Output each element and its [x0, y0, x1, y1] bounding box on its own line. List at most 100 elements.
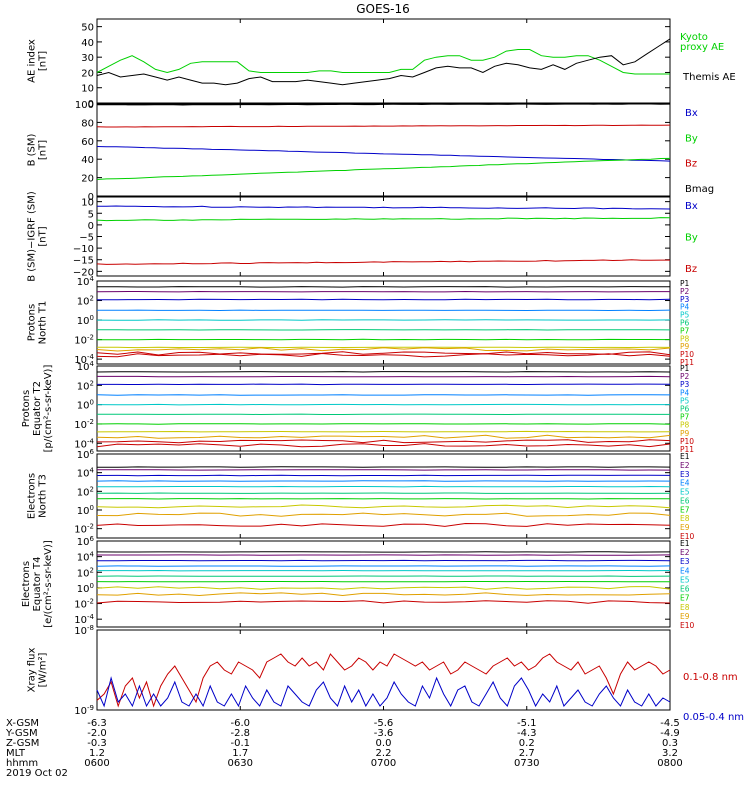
channel-line-e10 [96, 522, 671, 527]
y-tick-label: 10-2 [74, 334, 94, 347]
panel-protons_n: 104 102 100 10-2 10-4 Protons North T1 P1P2P3P4… [27, 275, 695, 367]
y-axis-label: Equator T2 [32, 381, 43, 436]
y-tick-label: 104 [77, 551, 95, 564]
footer-value: -6.3 [87, 718, 107, 729]
channel-line-p3 [97, 383, 671, 386]
y-tick-label: 100 [77, 314, 94, 327]
x-axis-footer: X-GSM -6.3 -6.0 -5.6 -5.1 -4.5 Y-GSM -2.0 -2.8 -3… [5, 718, 683, 779]
channel-line-p1 [96, 286, 671, 288]
channel-line-p7 [96, 423, 671, 425]
series-line-by [96, 217, 671, 222]
legend-entry: E3 [680, 557, 690, 566]
footer-value: 2.7 [519, 748, 535, 759]
channel-line-e9 [96, 592, 671, 597]
legend-entry: E2 [680, 548, 690, 557]
panel-frame [96, 629, 671, 711]
footer-row-label: Z-GSM [6, 738, 39, 749]
legend-entry: E2 [680, 461, 690, 470]
legend-entry: E5 [680, 575, 690, 584]
y-tick-label: 10-2 [74, 523, 94, 536]
footer-value: -3.6 [374, 728, 394, 739]
legend-entry: E4 [680, 566, 690, 575]
y-axis-label: Protons [21, 390, 32, 427]
legend-entry: 0.1-0.8 nm [683, 672, 738, 683]
y-tick-label: 102 [77, 379, 94, 392]
legend-entry: E1 [680, 452, 690, 461]
channel-line-e3 [96, 474, 671, 477]
legend-entry: E3 [680, 470, 690, 479]
y-tick-label: 106 [77, 535, 95, 548]
footer-value: 0600 [84, 758, 109, 769]
legend-entry: P8 [680, 421, 690, 430]
y-tick-label: −10 [73, 244, 94, 255]
series-line-themis-ae [96, 38, 671, 86]
channel-line-p3 [97, 298, 671, 301]
panel-frame [96, 280, 671, 365]
legend-entry: E10 [680, 532, 695, 541]
y-axis-label: [nT] [38, 140, 49, 160]
y-tick-label: 102 [77, 295, 94, 308]
channel-line-p9 [96, 434, 671, 439]
footer-value: 1.2 [89, 748, 105, 759]
series-line-bz [96, 259, 670, 265]
y-axis-label: North T1 [38, 301, 49, 345]
y-tick-label: 104 [77, 360, 95, 373]
legend-entry: P10 [680, 350, 694, 359]
footer-value: -4.9 [660, 728, 680, 739]
legend-entry: P2 [680, 372, 690, 381]
channel-line-e10 [96, 600, 671, 604]
y-axis-label: [p/(cm²-s-sr-keV)] [43, 365, 54, 453]
series-line-bx [97, 205, 671, 210]
legend-entry: Bz [685, 159, 697, 170]
channel-line-p10 [96, 351, 671, 356]
legend-entry: E1 [680, 539, 690, 548]
legend-entry: 0.05-0.4 nm [683, 712, 744, 723]
channel-line-p5 [96, 403, 670, 406]
legend-entry: By [685, 133, 698, 144]
y-axis-label: Protons [27, 304, 38, 341]
y-tick-label: 106 [77, 448, 95, 461]
y-tick-label: 10-9 [74, 704, 94, 717]
channel-line-p8 [96, 430, 671, 433]
y-tick-label: 100 [77, 582, 94, 595]
legend-entry: E7 [680, 594, 690, 603]
y-axis-label: Equator T4 [32, 557, 43, 612]
legend-entry: P9 [680, 429, 690, 438]
y-tick-label: 10-4 [74, 437, 94, 450]
legend-entry: Bmag [685, 184, 714, 195]
y-tick-label: 50 [81, 23, 94, 34]
y-tick-label: 10-8 [74, 624, 94, 637]
legend-entry: Bz [685, 264, 697, 275]
channel-line-p10 [96, 439, 671, 444]
legend-entry: By [685, 233, 698, 244]
legend-entry: P4 [680, 388, 690, 397]
y-tick-label: 100 [77, 504, 94, 517]
channel-line-e9 [96, 512, 671, 517]
channel-line-p5 [96, 319, 671, 321]
footer-row-label: X-GSM [6, 718, 39, 729]
panel-electrons_e: 106 104 102 100 10-2 10-4 Electrons Equator T4[… [21, 535, 695, 630]
y-tick-label: 10-4 [74, 353, 94, 366]
y-tick-label: 100 [75, 100, 94, 111]
figure-title: GOES-16 [356, 2, 410, 16]
legend-entry: P1 [680, 279, 690, 288]
footer-value: 1.7 [232, 748, 248, 759]
legend-entry: E9 [680, 523, 690, 532]
y-tick-label: 10 [81, 198, 94, 209]
channel-line-p11 [96, 443, 671, 448]
footer-value: -0.3 [87, 738, 107, 749]
y-tick-label: 40 [81, 155, 94, 166]
legend-entry: P10 [680, 437, 694, 446]
footer-value: -5.6 [374, 718, 394, 729]
channel-line-e4 [96, 480, 671, 482]
y-tick-label: 0 [88, 221, 94, 232]
y-tick-label: 20 [81, 68, 94, 79]
footer-value: 0800 [657, 758, 682, 769]
legend-entry: E6 [680, 496, 690, 505]
legend-entry: P5 [680, 311, 690, 320]
channel-line-p9 [96, 347, 671, 352]
legend-entry: E8 [680, 603, 690, 612]
